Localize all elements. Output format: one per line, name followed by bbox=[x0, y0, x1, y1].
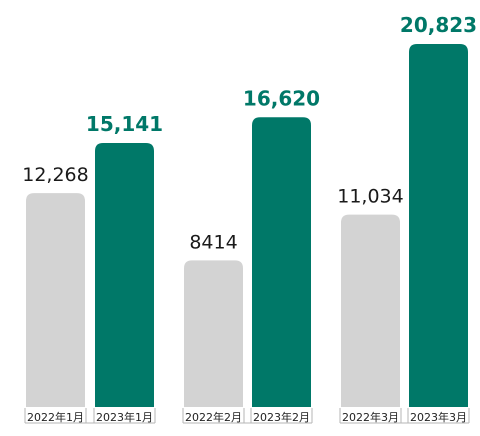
bar-3 bbox=[184, 260, 243, 407]
x-axis: 2022年1月 2023年1月 2022年2月 2023年2月 2022年3月 2023年… bbox=[24, 408, 470, 424]
bar-6 bbox=[409, 44, 468, 407]
category-label-6: 2023年3月 bbox=[410, 410, 467, 424]
category-label-5: 2022年3月 bbox=[342, 410, 399, 424]
bars-layer bbox=[26, 44, 468, 408]
value-labels-layer: 12,268 15,141 8414 16,620 11,034 20,823 bbox=[22, 13, 477, 253]
value-label-3: 8414 bbox=[189, 231, 237, 253]
category-label-2: 2023年1月 bbox=[96, 410, 153, 424]
value-label-1: 12,268 bbox=[22, 164, 88, 186]
value-label-4: 16,620 bbox=[243, 86, 320, 110]
category-label-1: 2022年1月 bbox=[27, 410, 84, 424]
category-label-3: 2022年2月 bbox=[185, 410, 242, 424]
bar-4 bbox=[252, 117, 311, 408]
bar-1 bbox=[26, 193, 85, 407]
value-label-6: 20,823 bbox=[400, 13, 477, 37]
value-label-2: 15,141 bbox=[86, 112, 163, 136]
bar-2 bbox=[95, 143, 154, 407]
category-label-4: 2023年2月 bbox=[253, 410, 310, 424]
bar-5 bbox=[341, 214, 400, 407]
value-label-5: 11,034 bbox=[337, 186, 403, 208]
